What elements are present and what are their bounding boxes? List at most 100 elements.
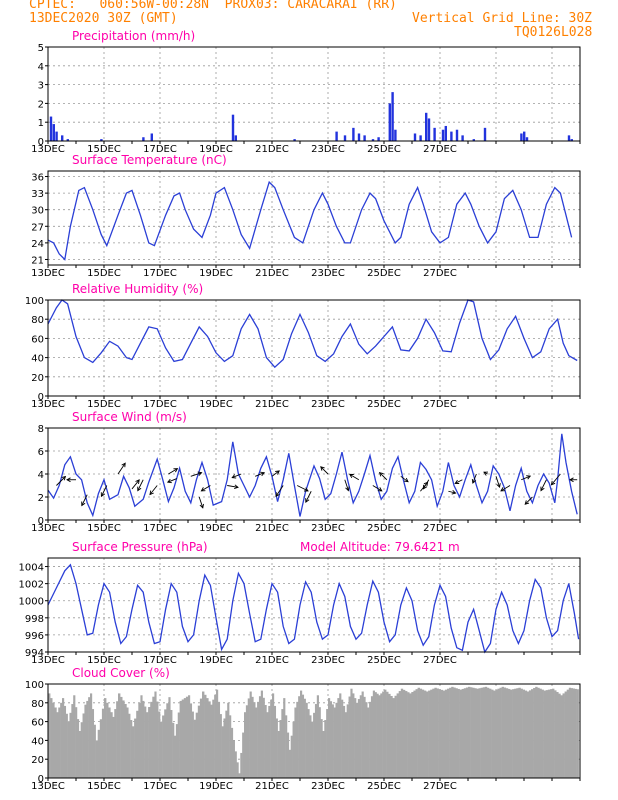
wind-arrow — [200, 485, 211, 492]
wind-arrow-head — [234, 484, 239, 490]
wind-arrow-head — [569, 477, 574, 483]
precip-bar — [293, 139, 296, 141]
cloud-bar — [484, 686, 488, 778]
cloud-bar — [189, 703, 193, 778]
wind-arrow — [372, 485, 383, 492]
cloud-bar — [346, 704, 349, 778]
pressure-title: Surface Pressure (hPa) — [72, 540, 208, 554]
wind-arrow — [540, 479, 547, 492]
wind-arrow-head — [403, 477, 409, 483]
cloud-bar — [331, 704, 334, 778]
wind-arrow-shaft — [255, 472, 265, 477]
cloud-xtick-label: 27DEC — [423, 781, 457, 792]
humidity-ytick-label: 60 — [31, 334, 44, 345]
cloud-ytick-label: 20 — [31, 755, 44, 766]
humidity-xtick-label: 27DEC — [423, 399, 457, 410]
pressure-frame — [47, 557, 581, 653]
cloud-xtick-label: 15DEC — [87, 781, 121, 792]
wind-arrow — [500, 485, 511, 492]
cloud-bar — [333, 707, 336, 778]
cloud-bar — [400, 688, 404, 778]
cloud-bar — [510, 689, 513, 778]
wind-arrow — [296, 485, 309, 492]
cloud-bar — [354, 698, 357, 778]
wind-arrow-shaft — [472, 473, 477, 484]
wind-arrow — [305, 491, 312, 503]
cloud-bar — [67, 721, 70, 778]
cloud-bar — [539, 688, 542, 778]
precip-bar — [352, 127, 355, 141]
wind-arrow — [100, 485, 108, 498]
wind-arrow-head — [61, 475, 67, 481]
wind-arrow-head — [100, 492, 105, 498]
cloud-bar — [378, 695, 381, 778]
cloud-bar — [449, 687, 452, 778]
humidity-ytick-label: 20 — [31, 373, 44, 384]
cloud-bar — [526, 691, 530, 778]
humidity-xtick-label: 15DEC — [87, 399, 121, 410]
cloud-bar — [451, 686, 454, 778]
cloud-bar — [221, 726, 224, 778]
cloud-bar — [447, 688, 450, 778]
cloud-bar — [554, 690, 557, 778]
cloud-bar — [370, 696, 374, 778]
precip-bar — [231, 114, 235, 141]
precip-bar — [377, 137, 380, 141]
wind-arrow-shaft — [495, 476, 501, 488]
cloud-bar — [272, 693, 275, 778]
cloud-bar — [244, 712, 247, 778]
cloud-bar — [247, 698, 250, 778]
precip-bar — [150, 133, 153, 141]
cloud-bar — [356, 702, 359, 778]
wind-xtick-label: 27DEC — [423, 523, 457, 534]
cloud-bar — [566, 689, 570, 778]
cloud-bar — [440, 689, 444, 778]
header-model-code: TQ0126L028 — [514, 25, 593, 40]
cloud-bar — [95, 740, 98, 778]
wind-arrow-shaft — [227, 485, 239, 488]
cloud-bar — [313, 712, 316, 778]
cloud-bar — [249, 691, 252, 778]
wind-panel: 0 2 4 6 8 13DEC 15DEC 17DEC 19DEC 21DEC 23DEC 25DEC… — [31, 410, 581, 534]
temperature-xtick-label: 25DEC — [367, 268, 401, 279]
cloud-bar — [264, 704, 267, 778]
temperature-xtick-label: 19DEC — [199, 268, 233, 279]
precipitation-frame — [47, 46, 581, 142]
header-line1: CPTEC: 060:56W-00:28N PROX03: CARACARAI … — [29, 0, 397, 12]
wind-arrow-head — [378, 471, 384, 477]
wind-arrow — [524, 496, 533, 505]
precip-bar — [371, 139, 375, 141]
cloud-ytick-label: 0 — [38, 774, 44, 785]
precipitation-xtick-label: 17DEC — [143, 144, 177, 155]
wind-arrow — [66, 477, 76, 483]
cloud-bar — [533, 687, 536, 778]
cloud-bar — [286, 732, 290, 778]
cloud-bar — [522, 689, 525, 778]
cloud-bar — [465, 687, 469, 778]
precipitation-ytick-label: 4 — [38, 62, 44, 73]
cloud-bar — [350, 688, 353, 778]
precip-bar — [100, 139, 103, 141]
precipitation-ytick-label: 3 — [38, 81, 44, 92]
wind-arrow-head — [454, 479, 460, 484]
cloud-bar — [352, 693, 355, 778]
cloud-bar — [257, 701, 260, 778]
cloud-bar — [197, 705, 201, 778]
temperature-ytick-label: 33 — [31, 189, 44, 200]
cloud-bar — [118, 693, 121, 778]
cloud-bar — [262, 697, 265, 778]
cloud-bar — [90, 693, 93, 778]
cloud-bar — [562, 693, 565, 778]
precip-bar — [234, 135, 237, 141]
precip-bar — [570, 139, 573, 141]
cloud-bar — [126, 707, 129, 778]
cloud-bar — [501, 686, 504, 778]
cloud-bar — [158, 711, 161, 778]
cloud-bar — [132, 726, 135, 778]
cloud-bar — [268, 705, 271, 778]
wind-arrow-head — [526, 475, 532, 480]
wind-arrow-shaft — [201, 485, 211, 492]
pressure-panel: 994 996 998 1000 1002 1004 13DEC 15DEC 17DEC 19DE… — [19, 540, 581, 666]
cloud-bar — [493, 690, 496, 778]
